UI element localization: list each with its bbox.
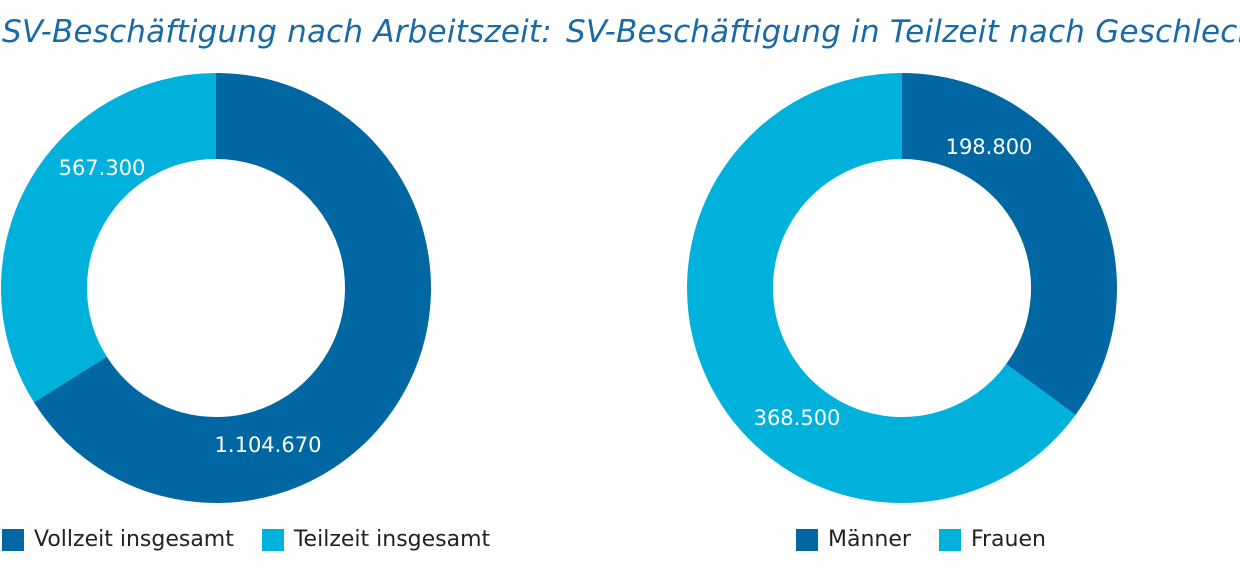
data-label-frauen: 368.500 — [754, 406, 841, 430]
donut-chart-geschlecht: 198.800 368.500 — [687, 73, 1117, 503]
legend-left: Vollzeit insgesamt Teilzeit insgesamt — [2, 527, 490, 552]
legend-label: Frauen — [970, 527, 1046, 552]
legend-item-maenner: Männer — [796, 527, 911, 552]
legend-label: Männer — [828, 527, 911, 552]
legend-swatch-dark — [2, 528, 24, 551]
chart-title-left: SV-Beschäftigung nach Arbeitszeit: — [2, 14, 552, 50]
legend-item-vollzeit: Vollzeit insgesamt — [2, 527, 234, 552]
legend-right: Männer Frauen — [796, 527, 1046, 552]
legend-swatch-light — [261, 528, 284, 551]
legend-label: Vollzeit insgesamt — [34, 527, 234, 552]
legend-swatch-dark — [796, 528, 818, 551]
slice-frauen — [687, 73, 1076, 503]
slice-teilzeit — [1, 73, 218, 403]
legend-label: Teilzeit insgesamt — [293, 527, 491, 552]
chart-title-right: SV-Beschäftigung in Teilzeit nach Geschl… — [566, 14, 1240, 50]
legend-item-frauen: Frauen — [938, 527, 1046, 552]
slice-vollzeit — [34, 73, 431, 503]
legend-item-teilzeit: Teilzeit insgesamt — [261, 527, 491, 552]
data-label-vollzeit: 1.104.670 — [215, 433, 322, 457]
donut-chart-arbeitszeit: 1.104.670 567.300 — [1, 73, 431, 503]
data-label-teilzeit: 567.300 — [59, 156, 146, 180]
data-label-maenner: 198.800 — [946, 135, 1033, 159]
legend-swatch-light — [938, 528, 961, 551]
slice-maenner — [900, 73, 1117, 415]
